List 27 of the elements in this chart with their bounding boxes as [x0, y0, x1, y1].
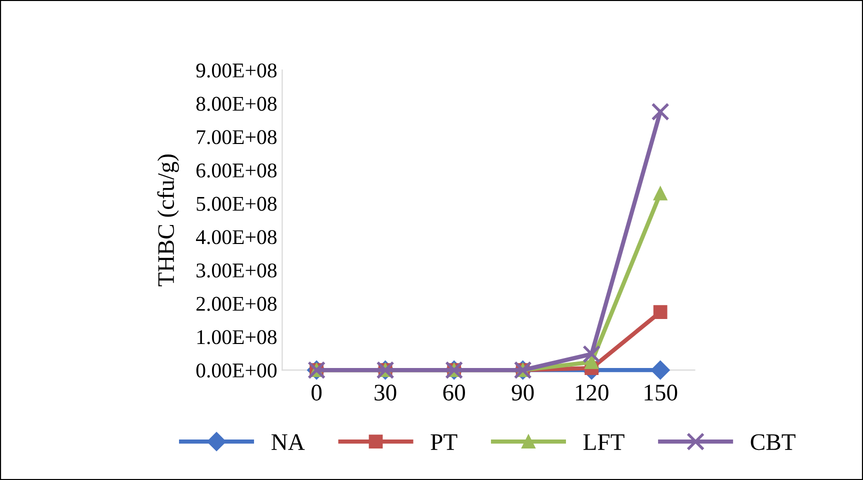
y-tick-label: 8.00E+08 [196, 96, 277, 111]
point [653, 186, 668, 200]
point [653, 305, 668, 320]
y-tick-label: 3.00E+08 [196, 263, 277, 278]
y-tick-label: 1.00E+08 [197, 330, 277, 344]
x-tick-label: 90 [512, 384, 534, 401]
y-tick-label: 7.00E+08 [196, 130, 277, 144]
y-axis-title: THBC (cfu/g) [157, 154, 179, 286]
legend-label: PT [430, 434, 458, 450]
y-tick-label: 4.00E+08 [196, 230, 277, 244]
x-tick-label: 60 [443, 384, 465, 401]
y-tick-label: 0.00E+00 [196, 363, 277, 378]
legend-label: NA [272, 434, 305, 450]
point [584, 355, 599, 370]
point [582, 345, 601, 364]
x-tick-label: 30 [374, 384, 396, 401]
legend-label: LFT [583, 434, 624, 450]
y-tick-label: 9.00E+08 [196, 63, 277, 78]
x-tick-label: 150 [644, 384, 678, 401]
y-tick-label: 6.00E+08 [196, 163, 277, 178]
point [650, 360, 670, 380]
x-tick-label: 120 [576, 384, 608, 401]
y-tick-label: 5.00E+08 [196, 196, 277, 211]
y-tick-label: 2.00E+08 [196, 296, 277, 311]
point [651, 102, 670, 121]
x-tick-label: 0 [312, 384, 322, 401]
legend-label: CBT [750, 434, 796, 450]
